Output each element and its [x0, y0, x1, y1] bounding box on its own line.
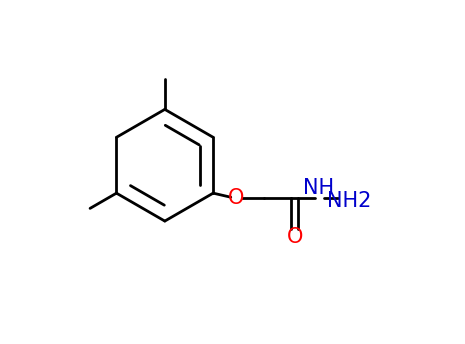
Text: O: O [286, 227, 303, 247]
Text: NH2: NH2 [327, 191, 372, 211]
Text: NH: NH [303, 178, 334, 198]
Text: O: O [228, 188, 245, 208]
